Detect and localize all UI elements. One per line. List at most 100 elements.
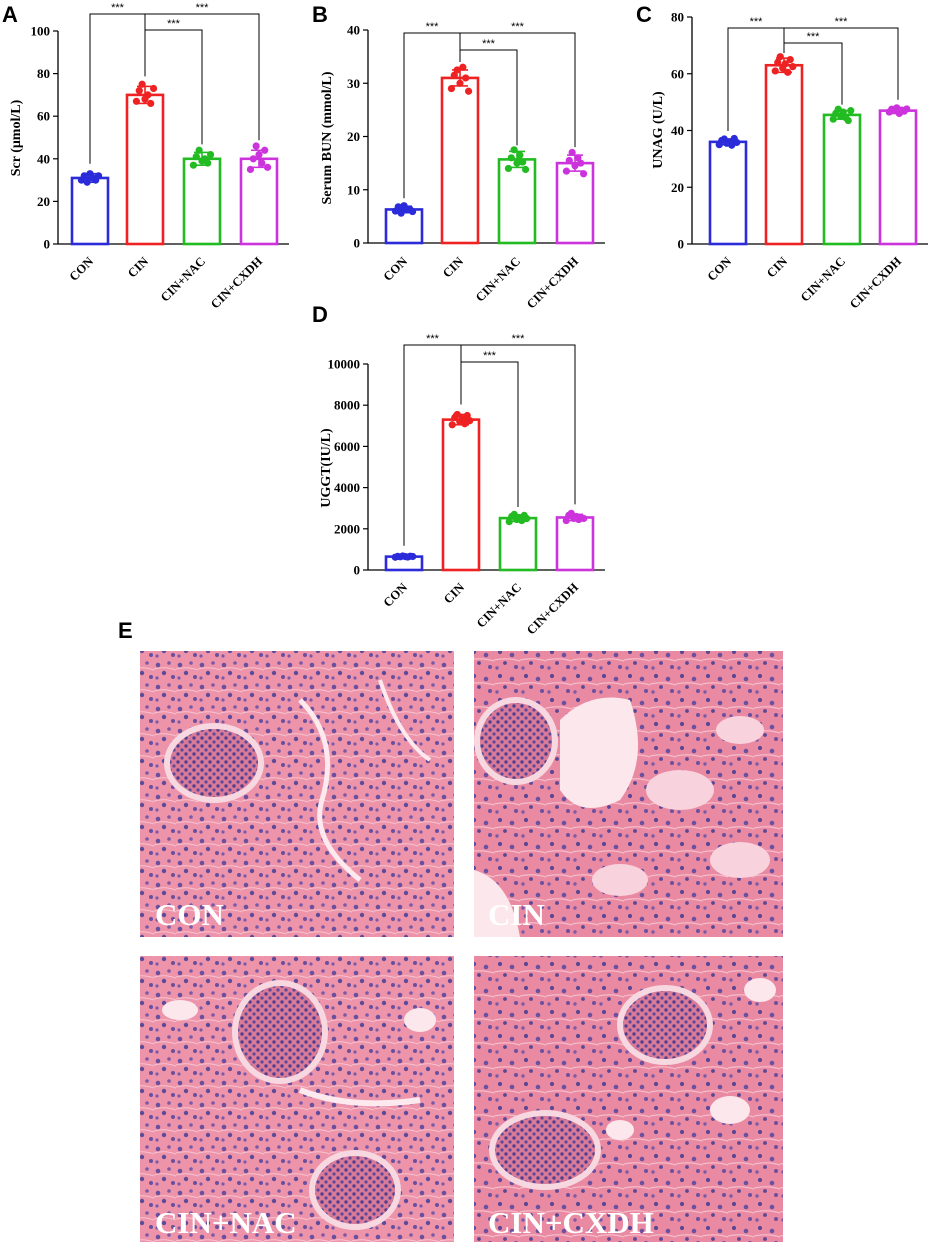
micrograph-con: CON xyxy=(140,651,454,937)
y-tick-label: 80 xyxy=(671,10,684,25)
data-point xyxy=(844,116,852,125)
category-label: CIN+NAC xyxy=(158,254,208,304)
data-point xyxy=(83,178,91,186)
data-point xyxy=(206,150,215,159)
y-tick-label: 30 xyxy=(347,76,360,91)
significance-bracket xyxy=(459,32,576,148)
data-point xyxy=(135,87,143,95)
y-tick-label: 0 xyxy=(44,237,51,252)
category-label: CIN+CXDH xyxy=(847,254,904,311)
data-point xyxy=(521,165,530,174)
bar-con xyxy=(70,176,110,246)
y-axis-label: Scr (μmol/L) xyxy=(9,99,24,176)
significance-label: *** xyxy=(483,350,497,362)
y-tick-label: 0 xyxy=(354,236,361,251)
significance-label: *** xyxy=(167,18,181,30)
y-tick-label: 20 xyxy=(671,180,684,195)
data-point xyxy=(448,421,456,429)
category-label: CON xyxy=(381,580,411,610)
y-tick-label: 20 xyxy=(347,129,360,144)
data-point xyxy=(579,170,588,178)
significance-bracket xyxy=(89,13,146,164)
data-point xyxy=(132,97,141,105)
data-point xyxy=(577,159,585,167)
bar-cin xyxy=(441,418,481,572)
category-label: CIN+CXDH xyxy=(208,254,265,311)
y-tick-label: 40 xyxy=(671,123,684,138)
significance-bracket xyxy=(727,27,785,132)
data-point xyxy=(453,66,461,74)
y-axis-label: Serum BUN (mmol/L) xyxy=(320,71,335,204)
chart-b: B 0 10 20 30 40 Serum BUN (mmol/L) CON CIN CIN+NA… xyxy=(312,2,605,311)
data-point xyxy=(786,55,794,64)
y-axis-label: UNAG (U/L) xyxy=(651,91,666,169)
y-tick-label: 10 xyxy=(347,182,360,197)
data-point xyxy=(516,151,524,159)
y-tick-label: 4000 xyxy=(334,480,360,495)
micrograph-cin: CIN xyxy=(474,651,783,937)
micrograph-label-con: CON xyxy=(155,897,224,932)
data-point xyxy=(409,552,417,561)
data-point xyxy=(408,207,417,216)
data-point xyxy=(733,138,741,147)
category-label: CIN+CXDH xyxy=(524,254,581,311)
category-label: CON xyxy=(705,254,735,284)
data-point xyxy=(781,60,789,68)
micrograph-cin-nac: CIN+NAC xyxy=(140,956,454,1242)
significance-bracket xyxy=(460,361,519,507)
category-label: CIN+NAC xyxy=(473,254,523,304)
significance-label: *** xyxy=(482,38,496,50)
panel-letter-a: A xyxy=(2,2,18,27)
data-point xyxy=(147,99,155,108)
data-point xyxy=(774,58,782,66)
bar-cin-nac xyxy=(497,158,537,245)
micrograph-panel: E CON CIN xyxy=(118,618,783,1242)
significance-label: *** xyxy=(835,16,849,28)
bar-cin-cxdh xyxy=(555,516,595,572)
micrograph-label-cin: CIN xyxy=(488,897,545,932)
data-point xyxy=(523,514,531,523)
bar-cin-cxdh xyxy=(878,109,918,246)
y-tick-label: 10000 xyxy=(328,357,361,372)
data-point xyxy=(519,158,527,166)
panel-letter-d: D xyxy=(312,302,328,327)
y-tick-label: 100 xyxy=(31,24,51,39)
significance-bracket xyxy=(459,49,518,146)
panel-letter-b: B xyxy=(312,2,328,27)
data-point xyxy=(562,167,571,175)
category-label: CON xyxy=(67,254,97,284)
data-point xyxy=(789,63,797,71)
data-point xyxy=(149,84,158,93)
significance-label: *** xyxy=(511,21,525,33)
significance-label: *** xyxy=(512,333,526,345)
significance-bracket xyxy=(403,32,461,199)
data-point xyxy=(255,150,263,159)
data-point xyxy=(261,146,269,154)
data-point xyxy=(580,514,588,523)
significance-bracket xyxy=(783,42,843,105)
micrograph-cin-cxdh: CIN+CXDH xyxy=(474,956,783,1242)
data-point xyxy=(459,63,467,71)
bar-cin xyxy=(440,76,480,245)
data-point xyxy=(574,154,582,162)
category-label: CIN xyxy=(440,254,466,280)
y-tick-label: 20 xyxy=(37,194,50,209)
significance-label: *** xyxy=(426,333,440,345)
data-point xyxy=(568,148,576,157)
data-point xyxy=(192,153,200,161)
bar-cin-nac xyxy=(182,157,222,246)
data-point xyxy=(447,84,456,93)
significance-label: *** xyxy=(750,16,764,28)
data-point xyxy=(903,105,911,113)
data-point xyxy=(94,172,103,180)
data-point xyxy=(450,71,458,79)
panel-letter-c: C xyxy=(636,2,652,27)
data-point xyxy=(839,108,847,116)
data-point xyxy=(397,209,405,217)
significance-label: *** xyxy=(111,2,125,14)
data-point xyxy=(249,155,257,163)
y-tick-label: 80 xyxy=(37,66,50,81)
data-point xyxy=(263,163,272,171)
